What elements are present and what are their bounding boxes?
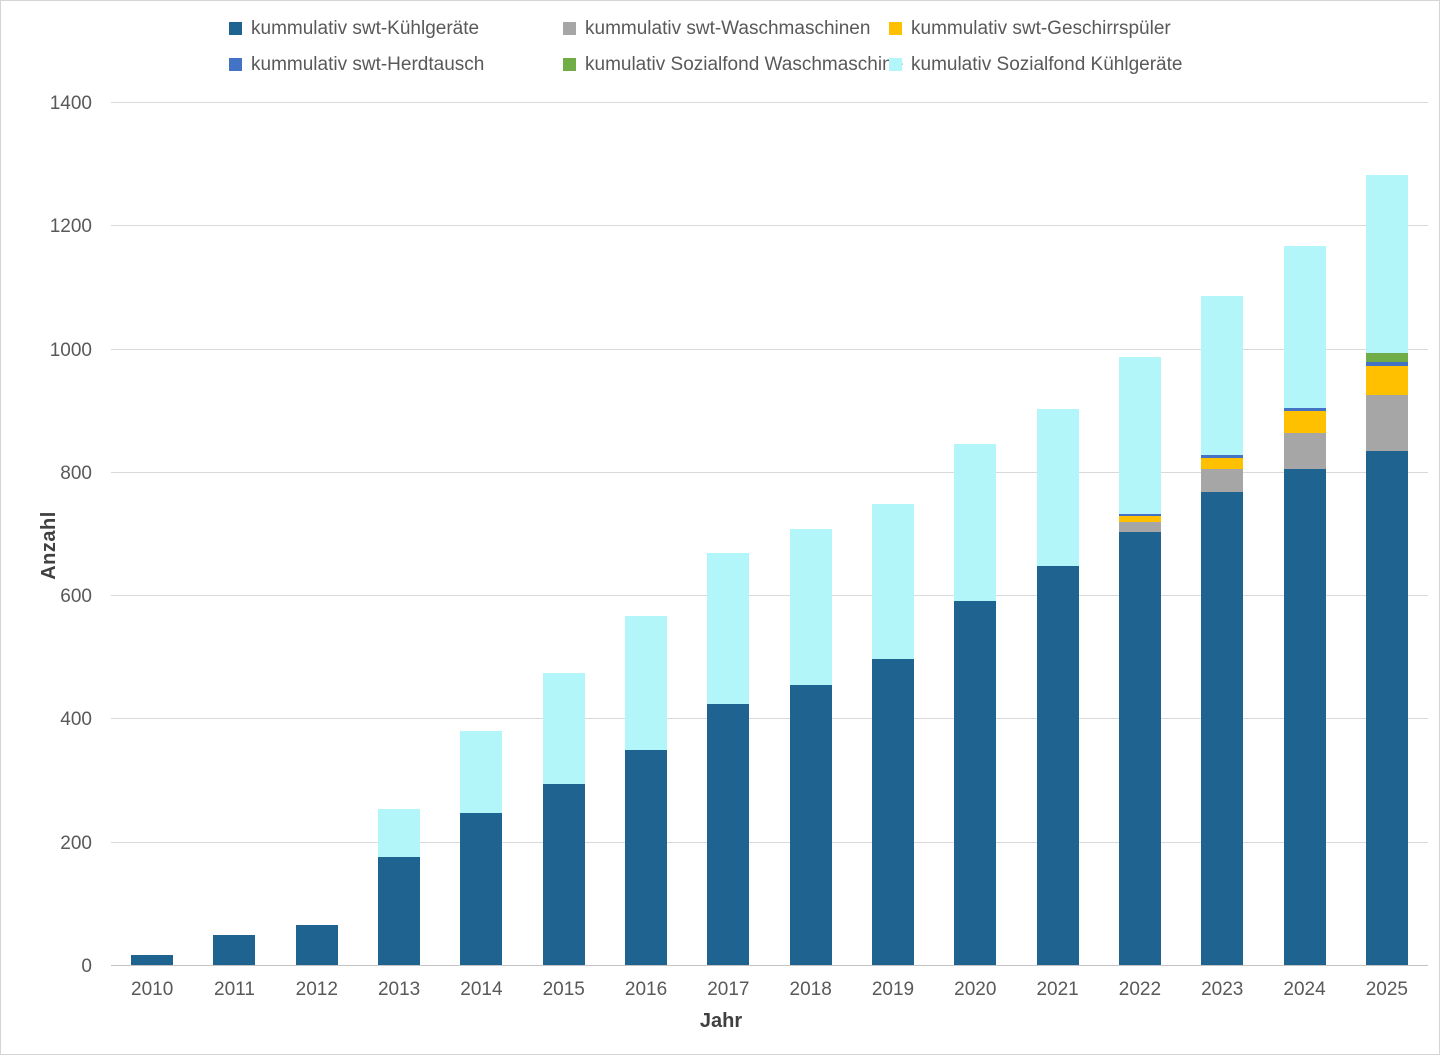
bar-segment-series-0-2023 <box>1201 492 1244 965</box>
y-tick-label: 200 <box>60 832 92 854</box>
bar-segment-series-5-2021 <box>1036 409 1079 566</box>
bar-segment-series-3-2025 <box>1365 361 1408 366</box>
gridline <box>111 595 1428 597</box>
gridline <box>111 471 1428 473</box>
bar-segment-series-0-2013 <box>378 856 421 965</box>
legend-item-3: kummulativ swt-Herdtausch <box>229 53 563 76</box>
legend-item-4: kumulativ Sozialfond Waschmaschine <box>563 53 903 76</box>
bar-segment-series-2-2025 <box>1365 365 1408 395</box>
legend-item-2: kummulativ swt-Geschirrspüler <box>889 17 1182 40</box>
y-tick-label: 1400 <box>49 93 92 114</box>
bar-segment-series-0-2021 <box>1036 565 1079 965</box>
legend-swatch-icon <box>229 58 242 71</box>
legend-label: kummulativ swt-Kühlgeräte <box>251 17 480 39</box>
x-tick-label: 2022 <box>1118 979 1162 1000</box>
legend-item-5: kumulativ Sozialfond Kühlgeräte <box>889 53 1182 76</box>
x-axis-title: Jahr <box>699 1010 743 1032</box>
legend-swatch-icon <box>563 58 576 71</box>
gridline <box>111 841 1428 843</box>
bar-segment-series-5-2015 <box>542 672 585 785</box>
x-tick-label: 2013 <box>377 979 421 1000</box>
y-axis-title: Anzahl <box>37 511 60 580</box>
bar-segment-series-5-2019 <box>871 503 914 659</box>
bar-segment-series-5-2022 <box>1118 357 1161 514</box>
x-tick-label: 2015 <box>542 979 585 1000</box>
bar-segment-series-0-2012 <box>295 924 338 965</box>
plot-area <box>111 102 1428 966</box>
legend-label: kummulativ swt-Herdtausch <box>251 53 485 75</box>
y-tick-label: 600 <box>60 586 92 608</box>
bar-segment-series-0-2014 <box>460 813 503 965</box>
bar-segment-series-5-2025 <box>1365 174 1408 353</box>
bar-segment-series-0-2025 <box>1365 450 1408 965</box>
bar-segment-series-0-2015 <box>542 784 585 965</box>
legend-swatch-icon <box>889 58 902 71</box>
bar-segment-series-1-2023 <box>1201 469 1244 493</box>
bar-segment-series-3-2023 <box>1201 455 1244 458</box>
bar-segment-series-2-2023 <box>1201 457 1244 470</box>
legend-item-0: kummulativ swt-Kühlgeräte <box>229 17 563 40</box>
legend-label: kumulativ Sozialfond Waschmaschine <box>585 53 904 75</box>
legend-swatch-icon <box>229 22 242 35</box>
bar-segment-series-5-2020 <box>954 444 997 602</box>
bar-segment-series-5-2013 <box>378 809 421 857</box>
gridline <box>111 225 1428 227</box>
chart-legend: kummulativ swt-Kühlgeräte kummulativ swt-… <box>229 17 1182 76</box>
x-tick-label: 2017 <box>707 979 750 1000</box>
bar-segment-series-5-2017 <box>707 553 750 704</box>
x-tick-label: 2021 <box>1036 979 1079 1000</box>
bar-segment-series-5-2014 <box>460 731 503 814</box>
bar-segment-series-2-2022 <box>1118 516 1161 523</box>
x-tick-label: 2025 <box>1365 979 1408 1000</box>
x-tick-label: 2023 <box>1201 979 1244 1000</box>
x-tick-label: 2024 <box>1283 979 1326 1000</box>
gridline <box>111 718 1428 720</box>
bar-segment-series-3-2024 <box>1283 408 1326 412</box>
x-tick-label: 2012 <box>295 979 338 1000</box>
x-tick-label: 2010 <box>131 979 174 1000</box>
x-tick-label: 2011 <box>214 979 255 1000</box>
legend-swatch-icon <box>889 22 902 35</box>
bar-segment-series-5-2024 <box>1283 245 1326 409</box>
legend-label: kummulativ swt-Geschirrspüler <box>911 17 1171 39</box>
bar-segment-series-0-2011 <box>213 935 256 965</box>
gridline <box>111 102 1428 103</box>
x-tick-label: 2020 <box>954 979 997 1000</box>
bar-segment-series-0-2019 <box>871 658 914 965</box>
legend-swatch-icon <box>563 22 576 35</box>
bar-segment-series-1-2025 <box>1365 394 1408 451</box>
bar-segment-series-5-2018 <box>789 528 832 685</box>
legend-label: kumulativ Sozialfond Kühlgeräte <box>911 53 1183 75</box>
bar-segment-series-0-2016 <box>625 750 668 965</box>
bar-segment-series-3-2022 <box>1118 513 1161 517</box>
bar-segment-series-0-2010 <box>131 955 174 965</box>
y-tick-label: 1200 <box>49 216 92 238</box>
bar-segment-series-5-2016 <box>625 616 668 751</box>
bar-segment-series-1-2024 <box>1283 433 1326 470</box>
bar-segment-series-0-2024 <box>1283 469 1326 965</box>
bar-segment-series-0-2018 <box>789 684 832 965</box>
legend-label: kummulativ swt-Waschmaschinen <box>585 17 871 39</box>
x-tick-label: 2014 <box>460 979 503 1000</box>
bar-segment-series-0-2022 <box>1118 531 1161 965</box>
bar-segment-series-2-2024 <box>1283 411 1326 434</box>
bar-segment-series-1-2022 <box>1118 522 1161 532</box>
x-tick-label: 2019 <box>871 979 915 1000</box>
gridline <box>111 348 1428 350</box>
y-tick-label: 1000 <box>49 339 92 361</box>
bar-segment-series-5-2023 <box>1201 296 1244 456</box>
y-tick-label: 400 <box>60 709 92 731</box>
bar-segment-series-0-2017 <box>707 703 750 965</box>
y-tick-label: 0 <box>81 956 92 977</box>
x-tick-label: 2018 <box>789 979 832 1000</box>
bar-segment-series-0-2020 <box>954 601 997 965</box>
bar-segment-series-4-2025 <box>1365 352 1408 362</box>
legend-item-1: kummulativ swt-Waschmaschinen <box>563 17 889 40</box>
x-tick-label: 2016 <box>624 979 668 1000</box>
x-axis-line <box>111 965 1428 966</box>
y-tick-label: 800 <box>60 462 92 484</box>
